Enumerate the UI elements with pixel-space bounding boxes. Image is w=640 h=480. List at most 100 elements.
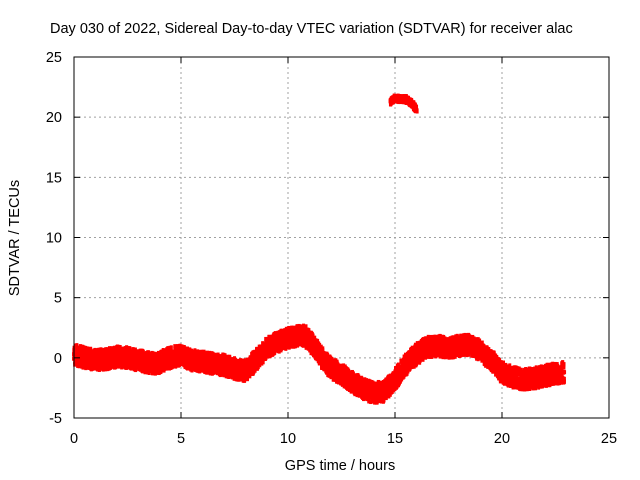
series-band-mark xyxy=(151,362,155,368)
series-band-mark xyxy=(185,346,189,352)
series-band-mark xyxy=(208,370,212,376)
series-band-mark xyxy=(157,368,161,373)
series-band-mark xyxy=(355,381,359,387)
series-band-mark xyxy=(93,366,97,371)
series-band-mark xyxy=(226,365,230,370)
series-band-mark xyxy=(212,362,216,368)
series-band-mark xyxy=(297,336,301,341)
series-band-mark xyxy=(165,353,169,359)
series-band-mark xyxy=(79,358,83,364)
series-band-mark xyxy=(214,355,218,360)
series-band-mark xyxy=(416,349,420,355)
series-band-mark xyxy=(421,354,425,359)
series-band-mark xyxy=(89,346,93,352)
series-band-mark xyxy=(336,362,340,367)
series-band-mark xyxy=(350,388,354,394)
series-band-mark xyxy=(184,363,188,369)
series-band-mark xyxy=(182,354,186,360)
series-band-mark xyxy=(362,390,366,396)
series-band-mark xyxy=(420,346,424,351)
series-band-mark xyxy=(365,378,369,383)
series-band-mark xyxy=(376,384,380,390)
series-band-mark xyxy=(430,343,434,348)
series-band-mark xyxy=(75,356,79,362)
series-band-mark xyxy=(453,345,457,350)
series-band-mark xyxy=(354,378,358,384)
series-band-mark xyxy=(354,373,358,378)
series-band-mark xyxy=(311,333,315,338)
series-band-mark xyxy=(261,359,265,365)
series-band-mark xyxy=(229,358,233,364)
series-band-mark xyxy=(253,368,257,373)
series-band-mark xyxy=(243,375,247,380)
series-band-mark xyxy=(121,347,125,352)
series-band-mark xyxy=(388,392,392,397)
series-band-mark xyxy=(153,364,157,369)
series-band-mark xyxy=(314,338,318,343)
series-band-mark xyxy=(131,347,135,352)
series-band-mark xyxy=(76,349,80,355)
series-band-mark xyxy=(256,364,260,370)
series-band-mark xyxy=(79,355,83,361)
series-band-mark xyxy=(200,362,204,368)
series-band-mark xyxy=(166,346,170,351)
series-band-mark xyxy=(227,374,231,379)
series-band-mark xyxy=(408,366,412,371)
series-band-mark xyxy=(439,336,443,341)
series-band-mark xyxy=(434,335,438,340)
series-band-mark xyxy=(98,361,102,367)
series-band-mark xyxy=(244,359,248,365)
series-band-mark xyxy=(84,357,88,363)
series-band-mark xyxy=(120,365,124,370)
series-band-mark xyxy=(435,338,439,343)
series-band-mark xyxy=(423,352,427,357)
series-band-mark xyxy=(403,358,407,363)
series-band-mark xyxy=(207,370,211,375)
series-band-mark xyxy=(383,387,387,392)
series-band-mark xyxy=(367,397,371,403)
series-band-mark xyxy=(447,355,451,360)
series-band-mark xyxy=(110,363,114,369)
series-band-mark xyxy=(75,343,79,348)
series-band-mark xyxy=(236,373,240,378)
series-band-mark xyxy=(215,367,219,373)
series-band-mark xyxy=(98,354,102,359)
series-band-mark xyxy=(449,345,453,351)
series-band-mark xyxy=(96,359,100,365)
series-band-mark xyxy=(202,351,206,356)
series-band-mark xyxy=(267,341,271,346)
series-band-mark xyxy=(437,342,441,347)
series-band-mark xyxy=(223,353,227,358)
series-band-mark xyxy=(140,363,144,369)
data-series xyxy=(72,93,567,405)
series-band-mark xyxy=(407,356,411,362)
series-band-mark xyxy=(371,387,375,393)
series-band-mark xyxy=(84,365,88,371)
series-band-mark xyxy=(342,367,346,372)
series-band-mark xyxy=(150,355,154,361)
series-band-mark xyxy=(319,344,323,350)
series-band-mark xyxy=(304,344,308,349)
series-band-mark xyxy=(264,336,268,342)
series-band-mark xyxy=(385,393,389,398)
series-band-mark xyxy=(234,358,238,363)
series-band-mark xyxy=(263,356,267,361)
series-band-mark xyxy=(375,400,379,405)
series-band-mark xyxy=(403,361,407,367)
series-band-mark xyxy=(147,370,151,376)
series-band-mark xyxy=(226,369,230,375)
series-band-mark xyxy=(430,345,434,351)
series-band-mark xyxy=(162,366,166,371)
series-band-mark xyxy=(106,358,110,364)
grid-lines xyxy=(74,57,609,418)
series-band-mark xyxy=(405,371,409,376)
series-band-mark xyxy=(127,346,131,351)
series-band-mark xyxy=(396,377,400,382)
series-band-mark xyxy=(415,341,419,346)
series-band-mark xyxy=(233,361,237,367)
series-band-mark xyxy=(112,345,116,351)
series-band-mark xyxy=(81,344,85,350)
series-band-mark xyxy=(406,368,410,374)
series-band-mark xyxy=(453,354,457,359)
series-band-mark xyxy=(93,347,97,353)
